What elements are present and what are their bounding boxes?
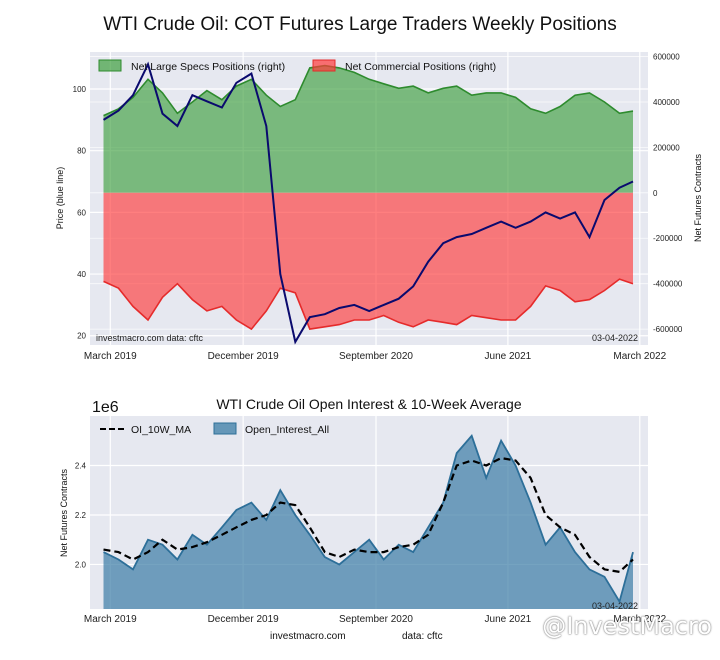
bottom-y-tick-label: 2.2 (75, 511, 87, 520)
bottom-x-tick-label: March 2019 (84, 614, 137, 625)
top-x-tick-label: March 2019 (84, 351, 137, 362)
top-right-tick-label: -600000 (653, 325, 683, 334)
top-right-axis-label: Net Futures Contracts (693, 153, 703, 242)
bottom-x-tick-label: March 2022 (613, 614, 666, 625)
bottom-scale-label: 1e6 (92, 399, 119, 416)
top-left-axis-label: Price (blue line) (55, 167, 65, 230)
top-x-axis-ticks: March 2019 December 2019 September 2020 Jun… (84, 351, 667, 362)
legend-label-ma: OI_10W_MA (131, 424, 191, 436)
footer-source-site: investmacro.com (270, 631, 346, 642)
commercial-area (103, 192, 633, 330)
specs-area (103, 65, 633, 193)
top-x-tick-label: December 2019 (208, 351, 280, 362)
top-left-tick-label: 100 (73, 85, 87, 94)
top-right-tick-label: 400000 (653, 98, 680, 107)
top-right-tick-label: -200000 (653, 234, 683, 243)
top-left-tick-label: 60 (77, 208, 86, 217)
top-left-axis-ticks: 20 40 60 80 100 (73, 85, 87, 341)
open-interest-area (103, 435, 633, 609)
top-x-tick-label: September 2020 (339, 351, 413, 362)
legend-swatch-commercial (312, 59, 336, 72)
top-x-tick-label: March 2022 (613, 351, 666, 362)
top-date-note: 03-04-2022 (592, 333, 638, 343)
price-line (102, 61, 634, 345)
bottom-y-tick-label: 2.0 (75, 560, 87, 569)
bottom-x-tick-label: June 2021 (485, 614, 532, 625)
legend-label-specs: Net Large Specs Positions (right) (131, 61, 285, 73)
top-chart: 20 40 60 80 100 -600000 -400000 -200000 0 200000… (55, 52, 703, 362)
bottom-y-axis-ticks: 2.0 2.2 2.4 (75, 461, 87, 569)
bottom-chart-title: WTI Crude Oil Open Interest & 10-Week Av… (216, 396, 522, 412)
top-right-tick-label: 600000 (653, 53, 680, 62)
top-source-note: investmacro.com data: cftc (96, 333, 204, 343)
watermark: @InvestMacro (542, 612, 712, 640)
top-right-tick-label: 200000 (653, 143, 680, 152)
bottom-x-tick-label: September 2020 (339, 614, 413, 625)
legend-swatch-specs (98, 59, 122, 72)
oi-10w-ma-line (103, 456, 634, 574)
bottom-date-note: 03-04-2022 (592, 601, 638, 611)
legend-swatch-oi (213, 422, 237, 435)
specs-line (103, 64, 634, 117)
bottom-chart: 1e6 WTI Crude Oil Open Interest & 10-Wee… (59, 396, 667, 625)
legend-label-commercial: Net Commercial Positions (right) (345, 61, 496, 73)
main-title: WTI Crude Oil: COT Futures Large Traders… (103, 14, 617, 35)
top-x-tick-label: June 2021 (485, 351, 532, 362)
top-legend: Net Large Specs Positions (right) Net Co… (98, 59, 496, 73)
top-left-tick-label: 80 (77, 147, 86, 156)
top-right-tick-label: -400000 (653, 280, 683, 289)
bottom-y-tick-label: 2.4 (75, 461, 87, 470)
bottom-x-axis-ticks: March 2019 December 2019 September 2020 Jun… (84, 614, 667, 625)
bottom-legend: OI_10W_MA Open_Interest_All (100, 422, 329, 436)
legend-label-oi: Open_Interest_All (245, 424, 329, 436)
top-right-axis-ticks: -600000 -400000 -200000 0 200000 400000 600000 (653, 53, 683, 335)
bottom-y-axis-label: Net Futures Contracts (59, 468, 69, 557)
bottom-x-tick-label: December 2019 (208, 614, 280, 625)
open-interest-line (103, 434, 634, 604)
footer-source-data: data: cftc (402, 631, 443, 642)
top-left-tick-label: 20 (77, 332, 86, 341)
top-left-tick-label: 40 (77, 270, 86, 279)
commercial-line (103, 278, 634, 331)
top-right-tick-label: 0 (653, 189, 658, 198)
